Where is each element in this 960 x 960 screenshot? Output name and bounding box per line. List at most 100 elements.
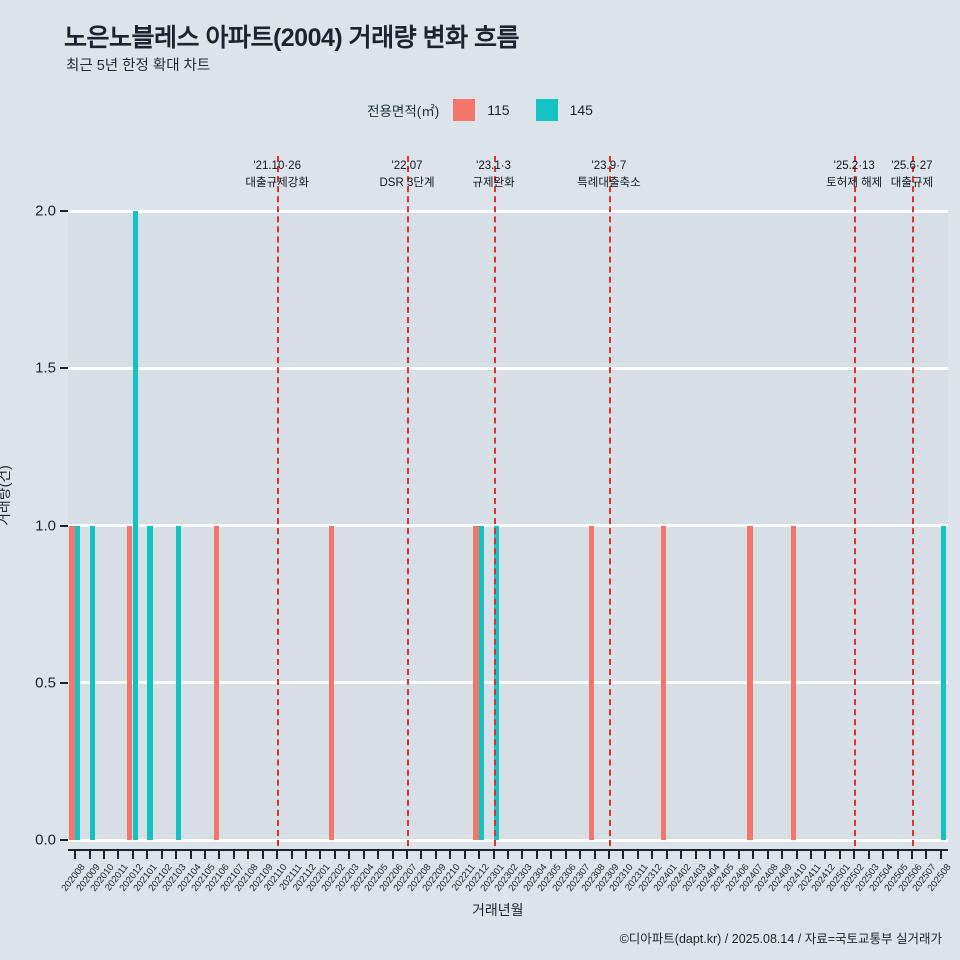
x-axis-tick: [752, 851, 755, 859]
y-axis-tick-label: 1.0: [35, 517, 56, 534]
x-axis-tick: [607, 851, 610, 859]
x-axis-tick: [305, 851, 308, 859]
legend-swatch-145: [535, 99, 558, 121]
y-axis-tick-label: 0.5: [35, 674, 56, 692]
x-axis-tick: [117, 851, 120, 859]
x-axis-tick: [896, 851, 899, 859]
annotation-text: 규제완화: [472, 176, 515, 189]
x-axis-tick: [434, 851, 437, 859]
bar-115-202202[interactable]: [329, 525, 335, 840]
x-axis-tick: [535, 851, 538, 859]
annotation-date: '25.6·27: [891, 160, 933, 172]
bar-145-202212[interactable]: [479, 525, 485, 840]
bar-145-202103[interactable]: [176, 525, 182, 840]
page-subtitle: 최근 5년 한정 확대 차트: [66, 58, 211, 74]
annotation-line-202502: [854, 156, 857, 846]
gridline: [68, 838, 948, 842]
x-axis-tick: [160, 851, 163, 859]
annotation-line-202506: [911, 156, 914, 846]
bar-145-202012[interactable]: [132, 211, 139, 840]
x-axis-tick: [723, 851, 726, 859]
x-axis-tick: [290, 851, 293, 859]
annotation-date: '21.10·26: [253, 160, 301, 172]
x-axis-tick: [449, 851, 452, 859]
x-axis-tick: [276, 851, 279, 859]
annotation-text: 대출규제: [890, 176, 934, 189]
bar-115-202308[interactable]: [588, 525, 594, 840]
x-axis-tick: [204, 851, 207, 859]
x-axis-tick: [319, 851, 322, 859]
bar-145-202101[interactable]: [147, 525, 153, 840]
x-axis-tick: [795, 851, 798, 859]
x-axis-tick: [420, 851, 423, 859]
bar-115-202407[interactable]: [747, 525, 753, 840]
bar-115-202212[interactable]: [473, 525, 479, 840]
page-title: 노은노블레스 아파트(2004) 거래량 변화 흐름: [64, 24, 520, 52]
annotation-date: '23.1·3: [476, 160, 511, 172]
x-axis-tick: [146, 851, 149, 859]
gridline: [68, 681, 948, 685]
gridline: [68, 524, 948, 527]
x-axis-tick: [925, 851, 928, 859]
x-axis-tick: [824, 851, 827, 859]
bar-145-202008[interactable]: [75, 525, 81, 840]
annotation-label-202502: '25.2·13 토허제 해제: [826, 158, 882, 191]
bar-115-202401[interactable]: [660, 525, 667, 840]
annotation-text: 대출규제강화: [245, 176, 309, 189]
x-axis-tick: [507, 851, 509, 859]
bar-115-202410[interactable]: [790, 525, 796, 840]
x-axis-tick: [232, 851, 235, 859]
legend-item-115[interactable]: 115: [453, 99, 510, 121]
bar-145-202508[interactable]: [940, 525, 946, 840]
x-axis-tick: [131, 851, 134, 859]
x-axis-tick: [622, 851, 625, 859]
x-axis-tick: [362, 851, 365, 859]
x-axis-tick: [882, 851, 885, 859]
x-axis-tick: [665, 851, 668, 859]
annotation-date: '22.07: [391, 160, 423, 172]
y-axis-tick: [60, 524, 68, 527]
annotation-line-202110: [277, 156, 280, 846]
y-axis-tick: [60, 210, 68, 212]
x-axis-line: [68, 849, 948, 851]
x-axis-tick: [391, 851, 394, 859]
x-axis-tick: [939, 851, 942, 859]
legend-label-145: 145: [569, 102, 593, 118]
x-axis-tick: [377, 851, 380, 859]
annotation-text: DSR 3단계: [379, 176, 435, 189]
x-axis-tick: [910, 851, 913, 859]
x-axis-tick: [175, 851, 178, 859]
gridline: [68, 209, 948, 213]
annotation-line-202309: [608, 156, 611, 846]
annotation-label-202207: '22.07 DSR 3단계: [380, 158, 435, 191]
x-axis-tick: [766, 851, 769, 859]
bar-115-202008[interactable]: [69, 525, 75, 840]
annotation-text: 특례대출축소: [577, 176, 641, 189]
x-axis-tick: [593, 851, 596, 859]
x-axis-tick: [680, 851, 683, 859]
bar-145-202009[interactable]: [89, 525, 95, 840]
x-axis-tick: [463, 851, 466, 859]
annotation-date: '25.2·13: [833, 160, 875, 172]
y-axis-tick-label: 2.0: [35, 202, 56, 220]
annotation-date: '23.9·7: [591, 160, 627, 172]
x-axis-tick: [550, 851, 553, 859]
legend-title: 전용면적(㎡): [367, 104, 440, 119]
x-axis-tick: [333, 851, 336, 859]
bar-115-202012[interactable]: [127, 525, 133, 840]
x-axis-tick: [478, 851, 481, 859]
x-axis-tick: [737, 851, 740, 859]
x-axis-tick: [492, 851, 495, 859]
annotation-label-202506: '25.6·27 대출규제: [891, 158, 933, 191]
annotation-line-202207: [407, 156, 410, 846]
x-axis-tick: [189, 851, 192, 859]
x-axis-tick: [348, 851, 351, 859]
annotation-label-202309: '23.9·7 특례대출축소: [577, 158, 640, 191]
annotation-label-202110: '21.10·26 대출규제강화: [245, 158, 308, 191]
legend-item-145[interactable]: 145: [535, 99, 593, 121]
bar-145-202301[interactable]: [493, 525, 499, 840]
bar-115-202106[interactable]: [213, 525, 219, 840]
x-axis-tick: [579, 851, 582, 859]
x-axis-tick: [74, 851, 77, 859]
x-axis-tick: [261, 851, 264, 859]
